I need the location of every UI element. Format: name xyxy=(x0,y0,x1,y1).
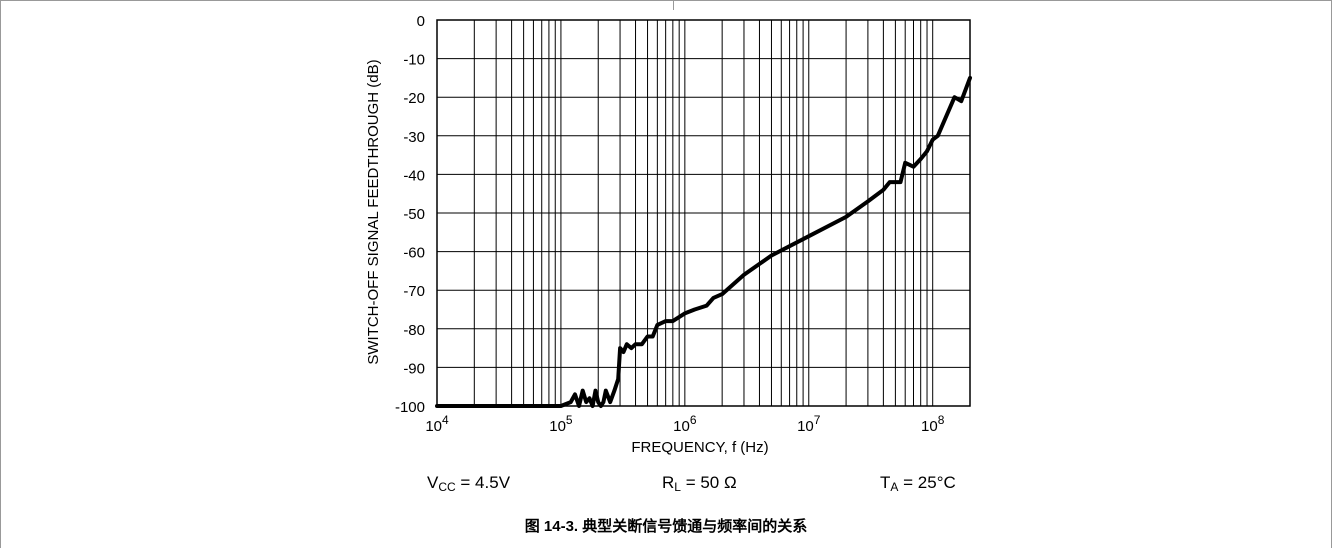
x-tick-label: 108 xyxy=(921,413,945,435)
frame-notch xyxy=(673,0,674,10)
y-tick-label: -70 xyxy=(403,283,425,300)
condition-ta: TA = 25°C xyxy=(880,473,956,494)
x-tick-label: 107 xyxy=(797,413,821,435)
y-tick-label: -20 xyxy=(403,90,425,107)
condition-rl: RL = 50 Ω xyxy=(662,473,737,494)
feedthrough-chart: 0 -10 -20 -30 -40 -50 -60 -70 -80 -90 -100 104 105 1… xyxy=(365,13,972,456)
y-tick-label: -100 xyxy=(395,399,425,416)
figure-caption: 图 14-3. 典型关断信号馈通与频率间的关系 xyxy=(524,518,808,535)
y-tick-label: -90 xyxy=(403,360,425,377)
y-tick-label: -40 xyxy=(403,167,425,184)
y-tick-label: -80 xyxy=(403,322,425,339)
y-tick-label: -30 xyxy=(403,129,425,146)
y-tick-label: -50 xyxy=(403,206,425,223)
plot-border xyxy=(436,19,971,407)
condition-vcc: VCC = 4.5V xyxy=(427,473,511,494)
x-tick-label: 106 xyxy=(673,413,697,435)
y-tick-label: -60 xyxy=(403,245,425,262)
y-tick-label: 0 xyxy=(417,13,425,30)
x-axis-label: FREQUENCY, f (Hz) xyxy=(631,439,768,456)
y-axis-label: SWITCH-OFF SIGNAL FEEDTHROUGH (dB) xyxy=(365,59,382,364)
x-tick-label: 104 xyxy=(425,413,449,435)
y-tick-label: -10 xyxy=(403,52,425,69)
series-line-feedthrough xyxy=(435,75,972,408)
x-tick-label: 105 xyxy=(549,413,573,435)
